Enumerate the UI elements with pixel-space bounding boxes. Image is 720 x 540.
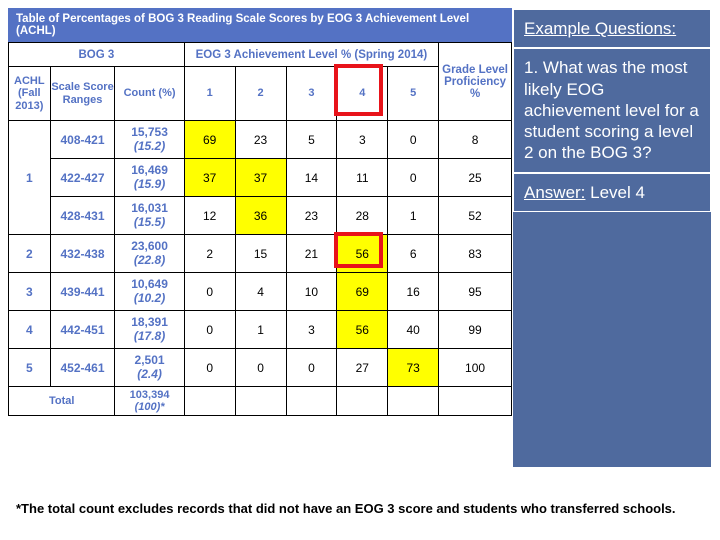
- example-answer: Answer: Level 4: [513, 173, 711, 212]
- example-question: 1. What was the most likely EOG achievem…: [513, 48, 711, 172]
- level-cell: 0: [388, 159, 439, 197]
- header-bog3: BOG 3: [9, 43, 185, 67]
- range-cell: 452-461: [50, 349, 115, 387]
- level-cell: 36: [235, 197, 286, 235]
- level-cell: 0: [184, 349, 235, 387]
- level-cell: 6: [388, 235, 439, 273]
- level-cell: 23: [286, 197, 337, 235]
- level-cell: 0: [286, 349, 337, 387]
- level-cell: 11: [337, 159, 388, 197]
- level-cell: 37: [184, 159, 235, 197]
- level-cell: 3: [286, 311, 337, 349]
- glp-cell: 83: [439, 235, 512, 273]
- level-cell: 23: [235, 121, 286, 159]
- header-eog3: EOG 3 Achievement Level % (Spring 2014): [184, 43, 438, 67]
- count-cell: 16,031(15.5): [115, 197, 184, 235]
- count-cell: 23,600(22.8): [115, 235, 184, 273]
- level-cell: 69: [337, 273, 388, 311]
- level-cell: 12: [184, 197, 235, 235]
- range-cell: 442-451: [50, 311, 115, 349]
- level-cell: 69: [184, 121, 235, 159]
- level-cell: 1: [235, 311, 286, 349]
- total-count: 103,394(100)*: [115, 387, 184, 416]
- level-cell: 28: [337, 197, 388, 235]
- level-cell: 14: [286, 159, 337, 197]
- level-cell: 56: [337, 235, 388, 273]
- level-cell: 2: [184, 235, 235, 273]
- achl-cell: 1: [9, 121, 51, 235]
- level-cell: 27: [337, 349, 388, 387]
- achl-cell: 4: [9, 311, 51, 349]
- glp-cell: 95: [439, 273, 512, 311]
- level-cell: 0: [184, 311, 235, 349]
- level-cell: 16: [388, 273, 439, 311]
- achl-cell: 5: [9, 349, 51, 387]
- glp-cell: 8: [439, 121, 512, 159]
- level-cell: 0: [184, 273, 235, 311]
- glp-cell: 52: [439, 197, 512, 235]
- achl-cell: 3: [9, 273, 51, 311]
- level-cell: 0: [235, 349, 286, 387]
- header-achl: ACHL (Fall 2013): [9, 67, 51, 121]
- level-cell: 15: [235, 235, 286, 273]
- level-cell: 3: [337, 121, 388, 159]
- level-cell: 21: [286, 235, 337, 273]
- level-cell: 1: [388, 197, 439, 235]
- count-cell: 2,501(2.4): [115, 349, 184, 387]
- footnote: *The total count excludes records that d…: [16, 501, 676, 516]
- range-cell: 408-421: [50, 121, 115, 159]
- table-title: Table of Percentages of BOG 3 Reading Sc…: [8, 8, 512, 42]
- glp-cell: 99: [439, 311, 512, 349]
- example-questions-panel: Example Questions: 1. What was the most …: [512, 8, 712, 468]
- header-count: Count (%): [115, 67, 184, 121]
- count-cell: 15,753(15.2): [115, 121, 184, 159]
- level-cell: 40: [388, 311, 439, 349]
- header-level-5: 5: [388, 67, 439, 121]
- level-cell: 73: [388, 349, 439, 387]
- glp-cell: 25: [439, 159, 512, 197]
- data-table: Table of Percentages of BOG 3 Reading Sc…: [8, 8, 512, 468]
- range-cell: 422-427: [50, 159, 115, 197]
- achl-cell: 2: [9, 235, 51, 273]
- header-level-1: 1: [184, 67, 235, 121]
- range-cell: 439-441: [50, 273, 115, 311]
- count-cell: 10,649(10.2): [115, 273, 184, 311]
- header-level-4: 4: [337, 67, 388, 121]
- level-cell: 4: [235, 273, 286, 311]
- header-level-2: 2: [235, 67, 286, 121]
- glp-cell: 100: [439, 349, 512, 387]
- header-glp: Grade Level Proficiency %: [439, 43, 512, 121]
- level-cell: 0: [388, 121, 439, 159]
- count-cell: 18,391(17.8): [115, 311, 184, 349]
- total-label: Total: [9, 387, 115, 416]
- range-cell: 432-438: [50, 235, 115, 273]
- level-cell: 5: [286, 121, 337, 159]
- range-cell: 428-431: [50, 197, 115, 235]
- level-cell: 56: [337, 311, 388, 349]
- header-level-3: 3: [286, 67, 337, 121]
- count-cell: 16,469(15.9): [115, 159, 184, 197]
- level-cell: 10: [286, 273, 337, 311]
- header-range: Scale Score Ranges: [50, 67, 115, 121]
- example-heading: Example Questions:: [513, 9, 711, 48]
- level-cell: 37: [235, 159, 286, 197]
